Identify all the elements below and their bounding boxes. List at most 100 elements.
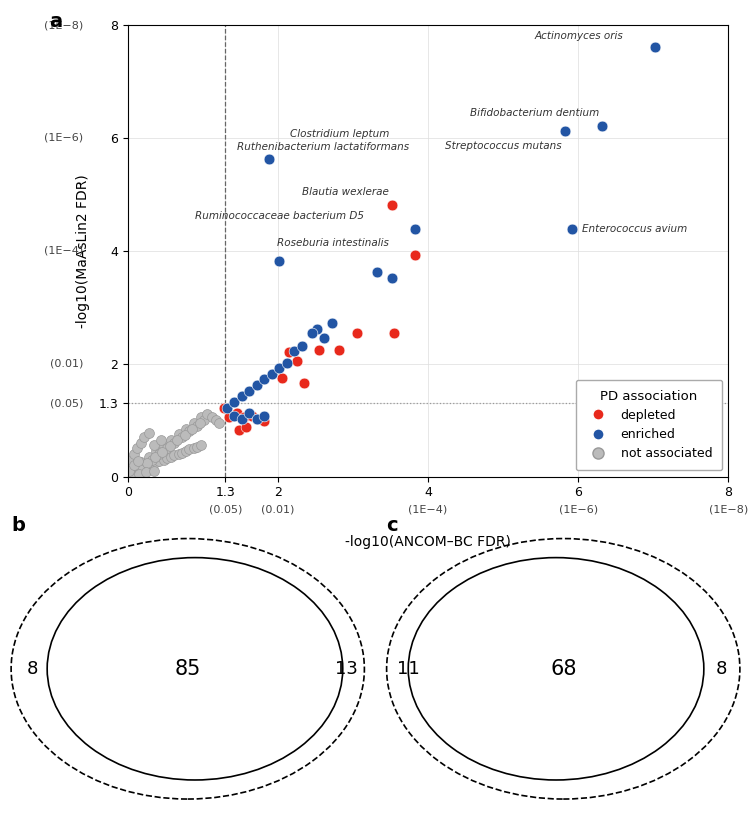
Point [123,464,135,477]
Point [131,463,143,477]
Point [161,441,173,455]
Point [311,322,323,335]
Point [183,443,195,456]
Point [128,458,140,472]
Point [298,377,310,390]
Point [125,469,137,482]
Point [198,414,210,426]
Point [125,453,137,466]
Point [291,354,303,368]
Text: 11: 11 [397,660,420,678]
Text: Enterococcus avium: Enterococcus avium [582,224,687,234]
Point [148,439,160,452]
Point [143,458,155,472]
Text: (1E−8): (1E−8) [44,20,83,30]
Point [195,439,207,452]
Point [126,466,138,480]
Point [228,395,240,409]
Point [388,326,400,339]
Point [195,410,207,424]
Point [179,428,191,441]
Text: 68: 68 [550,659,577,679]
Point [251,379,263,392]
Point [191,419,203,432]
Point [180,445,192,458]
Point [180,422,192,436]
Point [559,125,571,138]
Point [173,427,185,441]
Point [165,450,177,463]
Point [165,433,177,446]
Text: (0.05): (0.05) [50,398,83,408]
Point [131,464,143,477]
Point [201,408,213,421]
Point [171,434,183,447]
Text: Ruminococcaceae bacterium D5: Ruminococcaceae bacterium D5 [195,212,364,222]
Point [223,410,235,424]
Point [273,254,285,268]
Text: Clostridium leptum: Clostridium leptum [290,129,389,139]
Point [143,450,155,463]
Point [238,410,250,424]
Point [186,422,198,436]
Point [318,332,330,345]
Point [228,409,240,422]
Point [133,467,145,481]
Point [273,361,285,375]
Point [146,457,158,471]
Point [150,456,162,469]
Point [153,447,165,461]
Point [276,371,288,385]
Point [161,451,173,465]
Point [596,119,608,132]
Point [138,460,150,473]
Point [194,417,206,431]
Point [236,412,248,426]
Point [158,439,170,452]
Point [128,461,140,475]
Point [326,316,338,329]
Point [156,445,168,458]
Text: 13: 13 [335,660,357,678]
Point [258,415,270,428]
Point [149,451,161,464]
Point [148,464,160,477]
Point [176,431,188,444]
Point [386,198,398,212]
Point [183,425,195,438]
Point [168,436,180,450]
Text: Actinomyces oris: Actinomyces oris [535,31,623,41]
Point [146,453,158,466]
Point [231,406,243,420]
Point [188,416,200,430]
Point [191,441,203,454]
Point [386,271,398,284]
Point [263,153,275,166]
Point [168,448,180,461]
Point [251,412,263,426]
Point [236,390,248,403]
Text: Blautia wexlerae: Blautia wexlerae [302,187,389,197]
Text: (0.01): (0.01) [261,504,294,514]
Point [206,410,218,424]
Text: 8: 8 [716,660,728,678]
Point [266,367,278,380]
Point [258,409,270,422]
Point [135,461,147,475]
Point [129,466,141,479]
Legend: depleted, enriched, not associated: depleted, enriched, not associated [575,380,722,471]
Point [240,421,252,434]
Point [128,447,140,461]
Point [258,373,270,386]
Point [409,248,421,262]
X-axis label: -log10(ANCOM–BC FDR): -log10(ANCOM–BC FDR) [345,535,511,549]
Point [251,412,263,426]
Point [243,406,255,420]
Point [288,344,300,358]
Point [150,445,162,458]
Text: Ruthenibacterium lactatiformans: Ruthenibacterium lactatiformans [237,142,409,152]
Text: c: c [387,517,398,535]
Text: (1E−4): (1E−4) [44,246,83,256]
Text: 85: 85 [174,659,201,679]
Point [371,266,383,279]
